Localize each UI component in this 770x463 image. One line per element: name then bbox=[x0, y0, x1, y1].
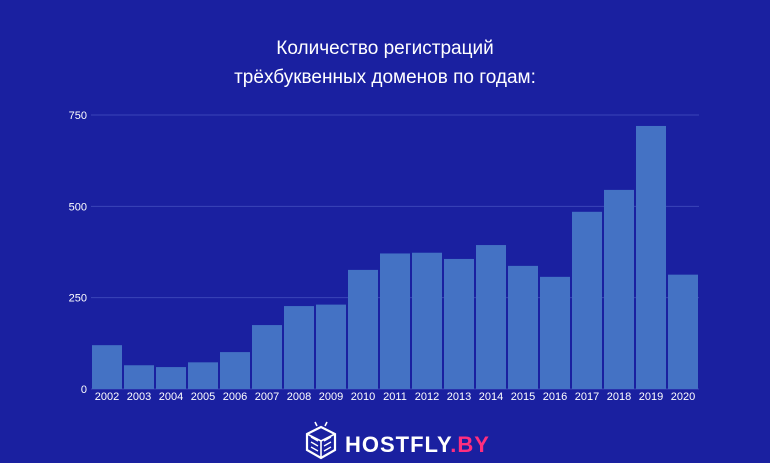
bar-2007 bbox=[252, 325, 282, 389]
brand-logo: HOSTFLY.BY bbox=[305, 421, 490, 460]
x-tick-label: 2007 bbox=[255, 391, 279, 403]
y-tick-label: 0 bbox=[81, 384, 87, 396]
bar-2003 bbox=[124, 365, 154, 389]
hive-robot-icon bbox=[305, 421, 337, 460]
bar-2010 bbox=[348, 269, 378, 389]
bar-2011 bbox=[380, 253, 410, 389]
x-tick-label: 2005 bbox=[191, 391, 215, 403]
bar-2017 bbox=[572, 211, 602, 389]
bar-2009 bbox=[316, 304, 346, 389]
y-axis: 0 250 500 750 bbox=[69, 110, 87, 396]
bar-2020 bbox=[668, 274, 698, 389]
bar-2002 bbox=[92, 345, 122, 389]
y-tick-label: 250 bbox=[69, 293, 87, 305]
x-tick-label: 2006 bbox=[223, 391, 247, 403]
x-tick-label: 2013 bbox=[447, 391, 471, 403]
bar-2004 bbox=[156, 367, 186, 389]
chart-title-line-1: Количество регистраций bbox=[276, 38, 493, 59]
bar-2008 bbox=[284, 306, 314, 389]
x-tick-label: 2014 bbox=[479, 391, 503, 403]
bar-2014 bbox=[476, 245, 506, 389]
x-tick-label: 2008 bbox=[287, 391, 311, 403]
brand-name-domain: .BY bbox=[450, 432, 490, 457]
bar-2018 bbox=[604, 189, 634, 389]
x-tick-label: 2009 bbox=[319, 391, 343, 403]
x-axis: 2002 2003 2004 2005 2006 2007 2008 2009 2010 2011… bbox=[95, 391, 695, 403]
x-tick-label: 2019 bbox=[639, 391, 663, 403]
bar-2012 bbox=[412, 252, 442, 389]
x-tick-label: 2004 bbox=[159, 391, 183, 403]
x-tick-label: 2011 bbox=[383, 391, 407, 403]
x-tick-label: 2020 bbox=[671, 391, 695, 403]
brand-name-main: HOSTFLY bbox=[345, 432, 452, 457]
x-tick-label: 2003 bbox=[127, 391, 151, 403]
bar-2005 bbox=[188, 362, 218, 389]
bar-2015 bbox=[508, 265, 538, 389]
x-tick-label: 2018 bbox=[607, 391, 631, 403]
y-tick-label: 750 bbox=[69, 110, 87, 122]
chart-title: Количество регистраций трёхбуквенных дом… bbox=[234, 38, 536, 88]
bar-2019 bbox=[636, 125, 666, 390]
y-tick-label: 500 bbox=[69, 201, 87, 213]
x-tick-label: 2012 bbox=[415, 391, 439, 403]
x-tick-label: 2002 bbox=[95, 391, 119, 403]
brand-name: HOSTFLY.BY bbox=[345, 432, 490, 457]
x-tick-label: 2016 bbox=[543, 391, 567, 403]
x-tick-label: 2015 bbox=[511, 391, 535, 403]
x-tick-label: 2010 bbox=[351, 391, 375, 403]
bar-2006 bbox=[220, 352, 250, 389]
x-tick-label: 2017 bbox=[575, 391, 599, 403]
chart-title-line-2: трёхбуквенных доменов по годам: bbox=[234, 67, 536, 88]
bars bbox=[92, 125, 698, 390]
bar-2016 bbox=[540, 276, 570, 389]
bar-2013 bbox=[444, 258, 474, 389]
